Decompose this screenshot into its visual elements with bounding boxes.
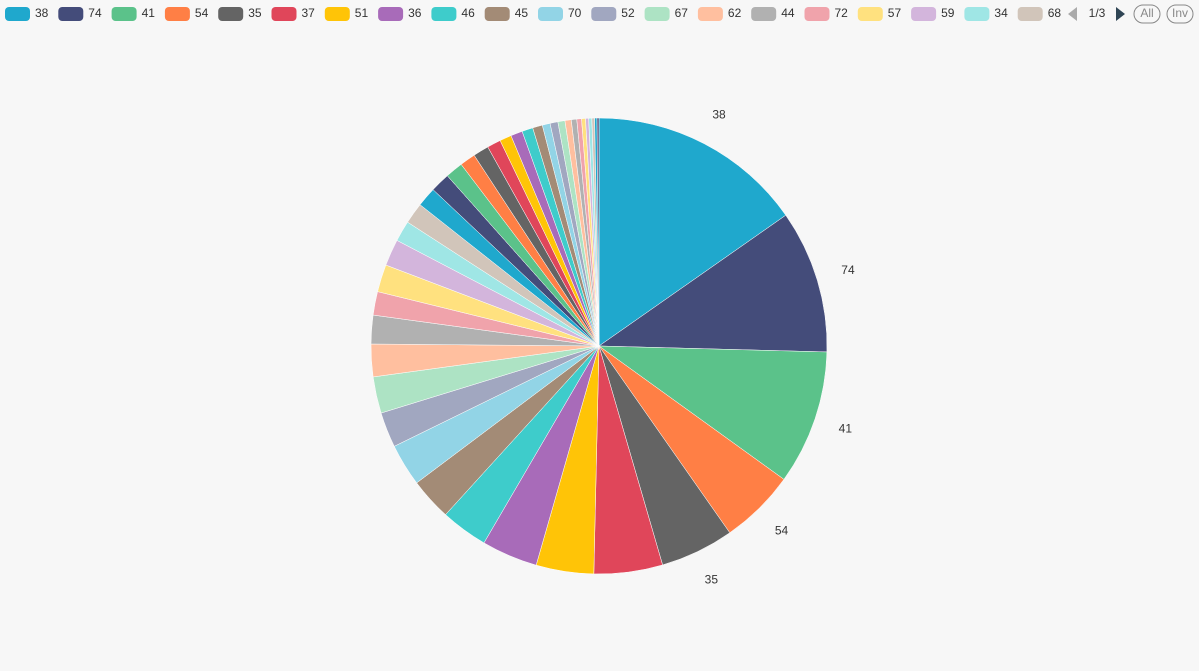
slice-label: 74: [841, 263, 855, 277]
pie-slice: [598, 345, 828, 480]
slice-label: 54: [775, 523, 789, 537]
legend-swatch: [5, 7, 30, 21]
legend-label: 59: [941, 6, 955, 20]
legend-prev[interactable]: [1068, 7, 1077, 21]
legend-label: 54: [195, 6, 209, 20]
legend-label: 57: [888, 6, 902, 20]
select-all-button[interactable]: [1133, 4, 1161, 24]
legend-swatch: [324, 7, 350, 21]
legend-label: 38: [35, 6, 49, 20]
legend-swatch: [484, 7, 510, 21]
legend-label: 41: [142, 6, 156, 20]
legend-swatch: [911, 7, 937, 21]
legend-swatch: [164, 7, 190, 21]
pie-slice: [596, 117, 600, 347]
legend-label: 51: [355, 6, 369, 20]
legend-next[interactable]: [1116, 7, 1125, 21]
legend-swatch: [1017, 7, 1043, 21]
legend-swatch: [378, 7, 404, 21]
legend-label: 46: [461, 6, 475, 20]
select-all-label: All: [1140, 6, 1153, 20]
legend-swatch: [538, 7, 563, 21]
legend-swatch: [58, 7, 84, 21]
legend-label: 37: [302, 6, 316, 20]
legend-swatch: [218, 7, 244, 21]
legend-swatch: [591, 7, 617, 21]
legend-page: 1/3: [1089, 6, 1106, 20]
legend-swatch: [964, 7, 990, 21]
slice-label: 41: [839, 421, 853, 435]
legend-label: 52: [621, 6, 635, 20]
inverse-button[interactable]: [1166, 4, 1194, 24]
legend-swatch: [271, 7, 297, 21]
legend: 38 74 41 54 35 37 51 36 46 45 70 52 67 62 44 72 57 59 34 68: [5, 6, 1061, 21]
legend-label: 36: [408, 6, 422, 20]
legend-label: 62: [728, 6, 742, 20]
legend-swatch: [804, 7, 830, 21]
legend-swatch: [431, 7, 457, 21]
slice-label: 35: [705, 573, 719, 587]
legend-swatch: [857, 7, 883, 21]
pie-slice: [598, 214, 828, 353]
legend-label: 35: [248, 6, 262, 20]
legend-swatch: [751, 7, 777, 21]
legend-label: 67: [675, 6, 689, 20]
legend-label: 45: [515, 6, 529, 20]
legend-label: 34: [994, 6, 1008, 20]
legend-label: 68: [1048, 6, 1062, 20]
pie: 38 74 41 54 35: [370, 108, 855, 587]
legend-label: 72: [835, 6, 849, 20]
slice-label: 38: [712, 108, 726, 122]
inverse-label: Inv: [1172, 6, 1188, 20]
legend-swatch: [111, 7, 137, 21]
legend-label: 44: [781, 6, 795, 20]
legend-label: 70: [568, 6, 582, 20]
pie-slice: [598, 117, 787, 347]
legend-label: 74: [88, 6, 102, 20]
legend-swatch: [697, 7, 723, 21]
legend-swatch: [644, 7, 670, 21]
